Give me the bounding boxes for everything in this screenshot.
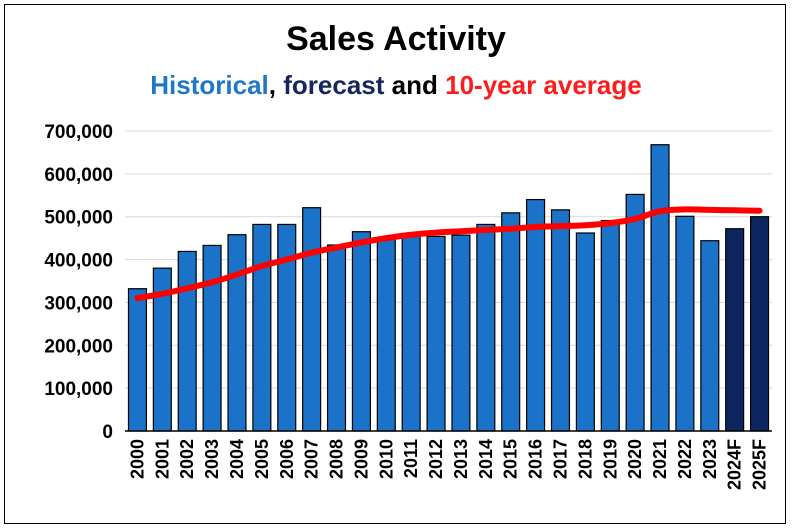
x-tick-label: 2004 bbox=[227, 439, 247, 479]
bar bbox=[725, 228, 745, 432]
x-tick-label: 2021 bbox=[650, 439, 670, 479]
y-tick-label: 700,000 bbox=[44, 122, 113, 143]
x-tick-label: 2001 bbox=[152, 439, 172, 479]
y-tick-label: 500,000 bbox=[44, 208, 113, 229]
x-tick-label: 2020 bbox=[625, 439, 645, 479]
bar bbox=[550, 209, 571, 432]
x-tick-label: 2003 bbox=[202, 439, 222, 479]
bar bbox=[127, 288, 148, 432]
x-tick-label: 2013 bbox=[451, 439, 471, 479]
x-tick-label: 2012 bbox=[426, 439, 446, 479]
subtitle-historical: Historical bbox=[150, 70, 269, 100]
bar bbox=[600, 219, 620, 432]
chart-title: Sales Activity bbox=[286, 20, 506, 58]
y-tick-label: 400,000 bbox=[44, 251, 113, 272]
x-tick-label: 2002 bbox=[177, 439, 197, 479]
x-tick-label: 2007 bbox=[302, 439, 322, 479]
bar bbox=[351, 231, 371, 432]
x-tick-label: 2023 bbox=[700, 439, 720, 479]
bar bbox=[575, 232, 595, 432]
bar bbox=[675, 215, 695, 432]
bar bbox=[451, 234, 471, 432]
x-tick-label: 2025F bbox=[750, 439, 770, 490]
y-tick-label: 200,000 bbox=[44, 336, 113, 357]
x-tick-label: 2022 bbox=[675, 439, 695, 479]
subtitle-average: 10-year average bbox=[445, 70, 642, 100]
subtitle-and: and bbox=[391, 70, 438, 100]
x-tick-label: 2014 bbox=[476, 439, 496, 479]
bar bbox=[526, 198, 546, 432]
x-tick-label: 2016 bbox=[526, 439, 546, 479]
y-tick-label: 0 bbox=[102, 422, 113, 443]
bar bbox=[426, 235, 446, 432]
bar bbox=[476, 223, 496, 432]
bar bbox=[749, 216, 770, 432]
subtitle-comma: , bbox=[268, 70, 277, 100]
y-tick-label: 100,000 bbox=[44, 379, 113, 400]
x-tick-label: 2000 bbox=[127, 439, 147, 479]
x-tick-label: 2015 bbox=[501, 439, 521, 479]
bar bbox=[202, 244, 222, 432]
x-tick-label: 2009 bbox=[351, 439, 371, 479]
bar bbox=[650, 144, 670, 432]
subtitle-forecast: forecast bbox=[283, 70, 385, 100]
bar bbox=[401, 234, 421, 432]
x-tick-label: 2005 bbox=[252, 439, 272, 479]
y-tick-label: 300,000 bbox=[44, 293, 113, 314]
x-tick-label: 2011 bbox=[401, 439, 421, 478]
bar bbox=[252, 223, 272, 432]
x-tick-label: 2019 bbox=[600, 439, 620, 479]
x-tick-label: 2010 bbox=[376, 439, 396, 479]
y-tick-label: 600,000 bbox=[44, 165, 113, 186]
bar bbox=[326, 244, 347, 432]
average-line bbox=[134, 206, 763, 302]
bar bbox=[177, 250, 197, 432]
bar bbox=[625, 193, 645, 432]
x-tick-label: 2017 bbox=[550, 439, 570, 479]
bar bbox=[376, 238, 396, 432]
bar bbox=[302, 207, 322, 432]
chart-subtitle: Historical, forecast and 10-year average bbox=[0, 70, 792, 101]
x-tick-label: 2018 bbox=[575, 439, 595, 479]
x-tick-label: 2006 bbox=[277, 439, 297, 479]
bar bbox=[501, 212, 521, 432]
x-tick-label: 2008 bbox=[327, 439, 347, 479]
bar bbox=[227, 234, 247, 432]
bar bbox=[700, 240, 720, 432]
x-tick-label: 2024F bbox=[725, 439, 745, 490]
